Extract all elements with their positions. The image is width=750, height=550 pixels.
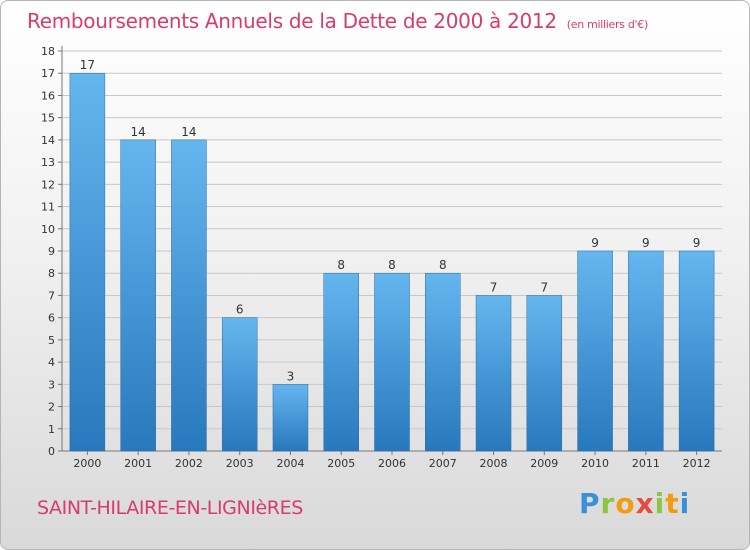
bar: [323, 272, 359, 452]
bar-value-label: 8: [439, 258, 447, 272]
y-tick-label: 10: [41, 223, 55, 236]
bar-value-label: 8: [388, 258, 396, 272]
chart-title-text: Remboursements Annuels de la Dette de 20…: [27, 9, 557, 33]
bar: [628, 250, 664, 452]
y-tick-label: 13: [41, 156, 55, 169]
x-tick-label: 2000: [73, 457, 101, 470]
x-tick-label: 2011: [632, 457, 660, 470]
bar-value-label: 7: [540, 280, 548, 294]
y-tick-label: 14: [41, 134, 55, 147]
bar-value-label: 9: [642, 236, 650, 250]
bar: [475, 295, 512, 452]
x-tick-label: 2012: [683, 457, 711, 470]
y-tick-label: 4: [48, 356, 55, 369]
bar-value-label: 3: [287, 369, 295, 383]
y-tick-label: 0: [48, 445, 55, 458]
y-tick-label: 16: [41, 89, 55, 102]
bar: [425, 272, 461, 452]
bar-value-label: 17: [80, 58, 95, 72]
bar-value-label: 8: [337, 258, 345, 272]
y-tick-label: 6: [48, 312, 55, 325]
bar: [221, 317, 258, 452]
bar-value-label: 14: [181, 125, 196, 139]
chart-subtitle: (en milliers d'€): [566, 18, 648, 31]
y-tick-label: 8: [48, 267, 55, 280]
bar-value-label: 14: [131, 125, 146, 139]
y-tick-label: 15: [41, 112, 55, 125]
brand-letter: o: [615, 487, 636, 520]
brand-letter: P: [579, 487, 601, 520]
y-tick-label: 1: [48, 423, 55, 436]
bar: [374, 272, 410, 452]
x-tick-label: 2009: [530, 457, 558, 470]
brand-letter: r: [600, 487, 616, 520]
y-tick-label: 12: [41, 178, 55, 191]
y-tick-label: 17: [41, 67, 55, 80]
x-tick-label: 2002: [175, 457, 203, 470]
brand-letter: t: [665, 487, 680, 520]
bar: [69, 72, 106, 452]
x-tick-label: 2010: [581, 457, 609, 470]
bar-value-label: 7: [490, 280, 498, 294]
x-tick-label: 2004: [276, 457, 304, 470]
chart-title: Remboursements Annuels de la Dette de 20…: [27, 9, 648, 33]
x-tick-label: 2001: [124, 457, 152, 470]
y-tick-label: 11: [41, 201, 55, 214]
x-tick-label: 2008: [480, 457, 508, 470]
y-tick-label: 3: [48, 378, 55, 391]
x-tick-label: 2005: [327, 457, 355, 470]
y-tick-label: 9: [48, 245, 55, 258]
brand-letter: x: [635, 487, 655, 520]
bar-value-label: 9: [693, 236, 701, 250]
x-tick-label: 2007: [429, 457, 457, 470]
bar: [120, 139, 156, 452]
bar-value-label: 6: [236, 303, 244, 317]
brand-letter: i: [679, 487, 691, 520]
x-tick-label: 2003: [226, 457, 254, 470]
y-tick-label: 5: [48, 334, 55, 347]
y-tick-label: 7: [48, 289, 55, 302]
x-tick-label: 2006: [378, 457, 406, 470]
brand-logo: Proxiti: [579, 487, 690, 520]
bar: [526, 295, 563, 452]
bar: [272, 384, 309, 452]
y-tick-label: 18: [41, 45, 55, 58]
y-tick-label: 2: [48, 401, 55, 414]
bar-value-label: 9: [591, 236, 599, 250]
bar: [577, 250, 613, 452]
bar: [171, 139, 207, 452]
brand-letter: i: [654, 487, 666, 520]
bar: [678, 250, 715, 452]
town-name: SAINT-HILAIRE-EN-LIGNIèRES: [37, 497, 303, 519]
